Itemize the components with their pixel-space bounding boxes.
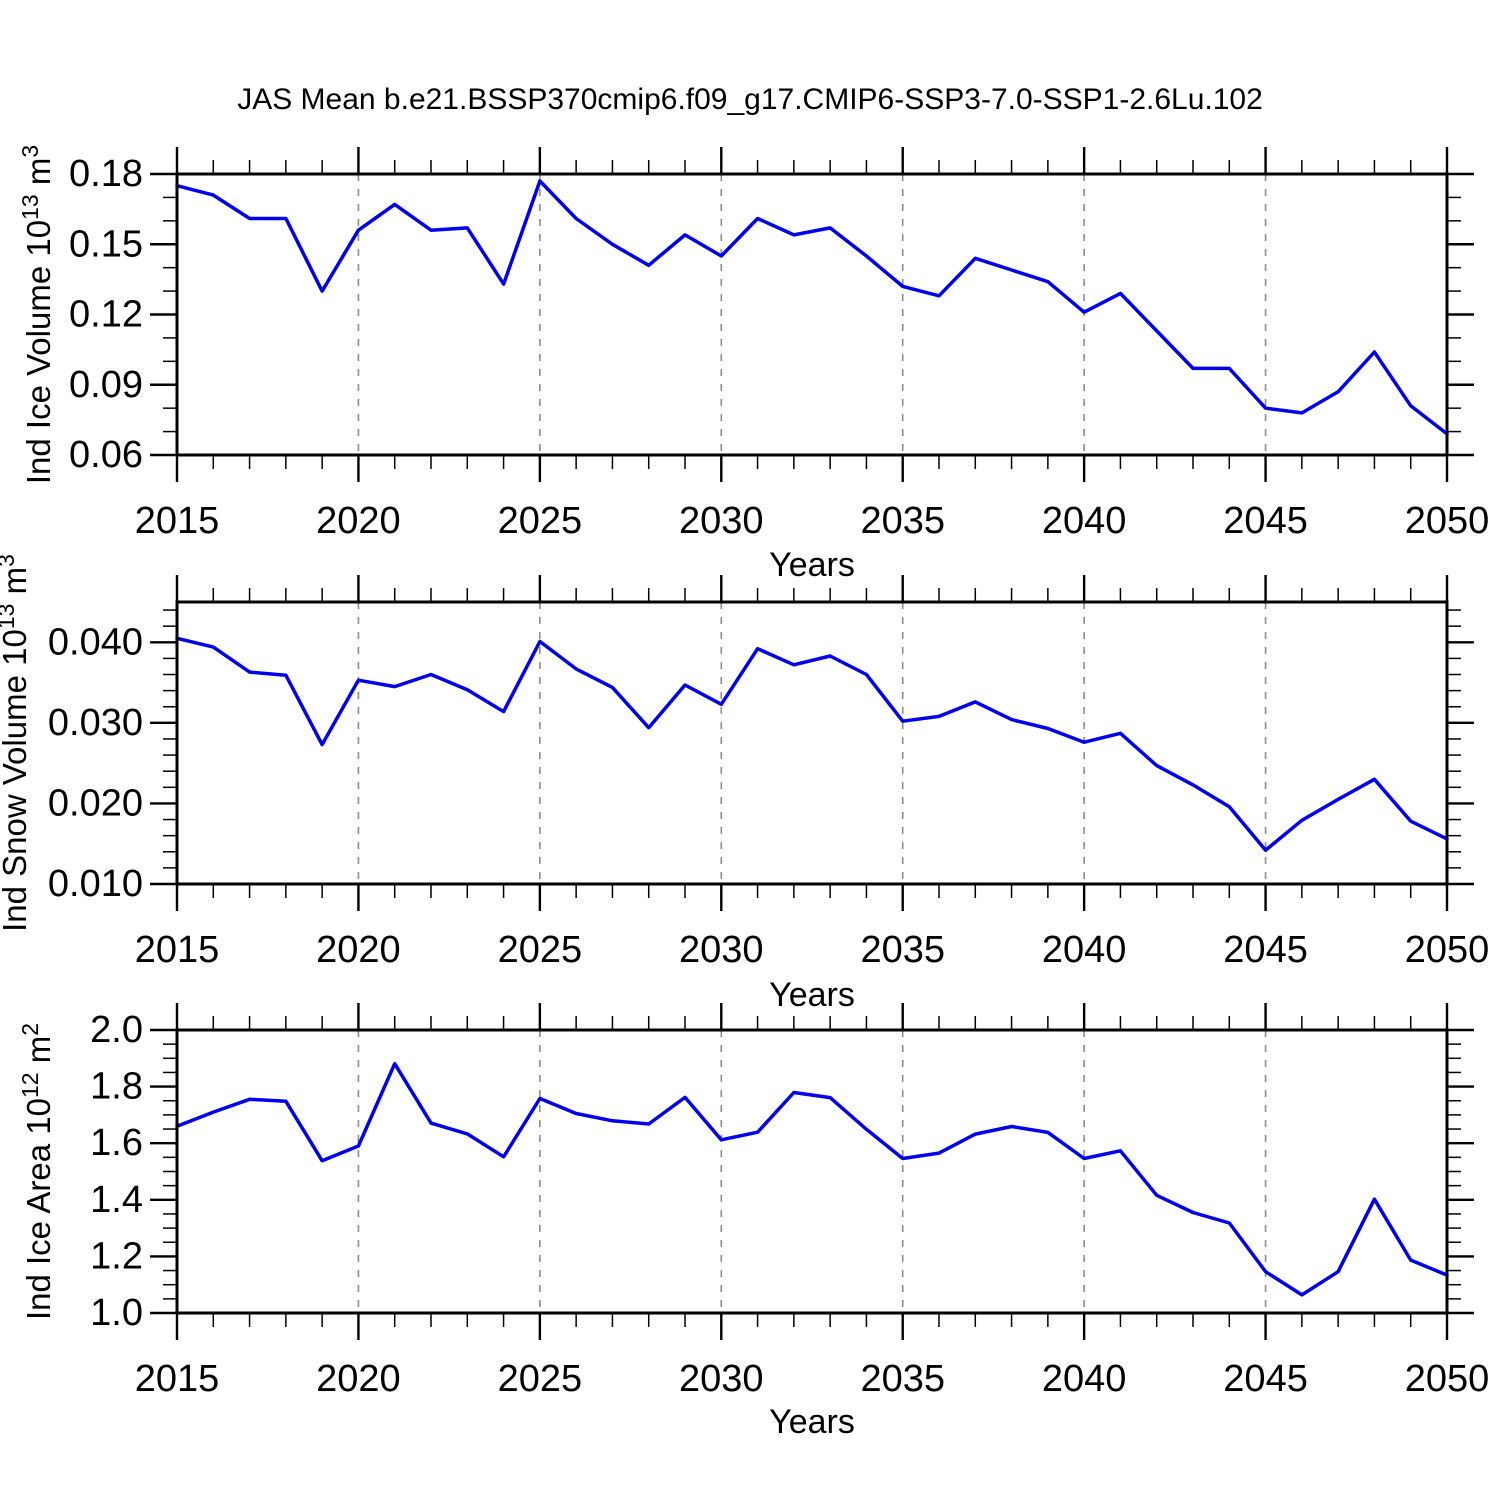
snow-volume-xtick-label: 2025 bbox=[498, 929, 583, 971]
ice-volume-xtick-label: 2035 bbox=[860, 500, 945, 542]
ice-area-ytick-label: 2.0 bbox=[90, 1009, 143, 1051]
snow-volume-xtick-label: 2050 bbox=[1405, 929, 1490, 971]
snow-volume-xtick-label: 2040 bbox=[1042, 929, 1127, 971]
ice-volume-ytick-label: 0.12 bbox=[69, 294, 143, 336]
ice-area-xtick-label: 2035 bbox=[860, 1358, 945, 1400]
ice-area-ytick-label: 1.6 bbox=[90, 1122, 143, 1164]
ice-volume-ytick-label: 0.18 bbox=[69, 153, 143, 195]
ice-volume-ytick-label: 0.09 bbox=[69, 364, 143, 406]
x-axis-title-snow-volume: Years bbox=[769, 976, 855, 1014]
ice-volume-y-axis-title: Ind Ice Volume 1013 m3 bbox=[17, 145, 57, 484]
snow-volume-ytick-label: 0.020 bbox=[48, 782, 143, 824]
ice-volume-xtick-label: 2045 bbox=[1223, 500, 1308, 542]
ice-area-y-axis-title: Ind Ice Area 1012 m2 bbox=[17, 1023, 57, 1320]
ice-area-ytick-label: 1.2 bbox=[90, 1235, 143, 1277]
snow-volume-xtick-label: 2015 bbox=[135, 929, 220, 971]
snow-volume-ytick-label: 0.040 bbox=[48, 621, 143, 663]
ice-volume-xtick-label: 2015 bbox=[135, 500, 220, 542]
snow-volume-line bbox=[175, 636, 1449, 852]
snow-volume-ytick-label: 0.030 bbox=[48, 702, 143, 744]
ice-volume-ytick-label: 0.06 bbox=[69, 434, 143, 476]
snow-volume-ytick-label: 0.010 bbox=[48, 863, 143, 905]
ice-area-xtick-label: 2040 bbox=[1042, 1358, 1127, 1400]
ice-area-xtick-label: 2030 bbox=[679, 1358, 764, 1400]
ice-volume-xtick-label: 2050 bbox=[1405, 500, 1490, 542]
x-axis-title-ice-volume: Years bbox=[769, 546, 855, 584]
ice-area-ytick-label: 1.0 bbox=[90, 1292, 143, 1334]
ice-area-ytick-label: 1.4 bbox=[90, 1179, 143, 1221]
ice-area-xtick-label: 2020 bbox=[316, 1358, 401, 1400]
snow-volume-y-axis-title: Ind Snow Volume 1013 m3 bbox=[0, 554, 33, 932]
snow-volume-xtick-label: 2035 bbox=[860, 929, 945, 971]
chart-title: JAS Mean b.e21.BSSP370cmip6.f09_g17.CMIP… bbox=[237, 83, 1263, 116]
ice-volume-xtick-label: 2020 bbox=[316, 500, 401, 542]
ice-area-line bbox=[175, 1061, 1449, 1297]
ice-volume-plot-box bbox=[175, 172, 1449, 457]
ice-area-xtick-label: 2050 bbox=[1405, 1358, 1490, 1400]
panel-snow-volume: 0.010 0.020 0.030 0.040 2015 2020 2025 2030 2035… bbox=[0, 554, 1489, 971]
ice-volume-line bbox=[175, 179, 1449, 436]
ice-area-plot-box bbox=[175, 1028, 1449, 1315]
snow-volume-xtick-label: 2020 bbox=[316, 929, 401, 971]
panel-ice-area: 1.0 1.2 1.4 1.6 1.8 2.0 2015 2020 2025 2030 2035 20… bbox=[17, 1003, 1489, 1400]
snow-volume-plot-box bbox=[175, 600, 1449, 886]
x-axis-title-ice-area: Years bbox=[769, 1403, 855, 1441]
snow-volume-xtick-label: 2045 bbox=[1223, 929, 1308, 971]
ice-area-xtick-label: 2045 bbox=[1223, 1358, 1308, 1400]
ice-area-ytick-label: 1.8 bbox=[90, 1066, 143, 1108]
ice-volume-xtick-label: 2040 bbox=[1042, 500, 1127, 542]
ice-volume-xtick-label: 2030 bbox=[679, 500, 764, 542]
ice-area-xtick-label: 2015 bbox=[135, 1358, 220, 1400]
ice-volume-ytick-label: 0.15 bbox=[69, 223, 143, 265]
ice-volume-xtick-label: 2025 bbox=[498, 500, 583, 542]
ice-area-xtick-label: 2025 bbox=[498, 1358, 583, 1400]
snow-volume-xtick-label: 2030 bbox=[679, 929, 764, 971]
panel-ice-volume: 0.06 0.09 0.12 0.15 0.18 2015 2020 2025 2030 2035… bbox=[17, 145, 1489, 542]
